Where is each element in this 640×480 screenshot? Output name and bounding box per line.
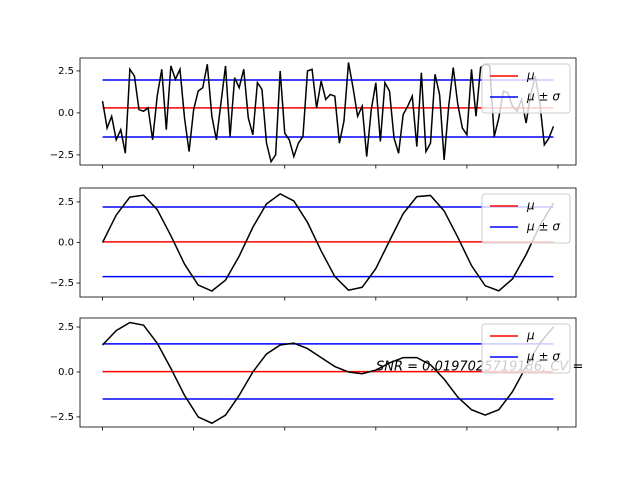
y-tick-label: −2.5 xyxy=(50,412,74,423)
y-tick-label: −2.5 xyxy=(50,278,74,289)
signal-line xyxy=(101,192,555,292)
legend-label: μ xyxy=(526,329,535,343)
legend-label: μ ± σ xyxy=(526,350,560,364)
legend-label: μ xyxy=(526,199,535,213)
y-tick-label: 0.0 xyxy=(58,108,74,119)
y-tick-label: 0.0 xyxy=(58,367,74,378)
y-tick-label: −2.5 xyxy=(50,150,74,161)
y-tick-label: 2.5 xyxy=(58,66,74,77)
y-tick-label: 0.0 xyxy=(58,238,74,249)
legend-label: μ xyxy=(526,69,535,83)
axes-frame xyxy=(79,317,577,428)
signal-line xyxy=(102,321,555,425)
y-tick-label: 2.5 xyxy=(58,197,74,208)
legend-label: μ ± σ xyxy=(526,220,560,234)
axes-frame xyxy=(79,57,577,166)
legend-box xyxy=(481,63,571,114)
signal-line xyxy=(101,62,555,164)
legend-box xyxy=(481,323,571,374)
legend-label: μ ± σ xyxy=(526,90,560,104)
legend-box xyxy=(481,193,571,244)
y-tick-label: 2.5 xyxy=(58,322,74,333)
